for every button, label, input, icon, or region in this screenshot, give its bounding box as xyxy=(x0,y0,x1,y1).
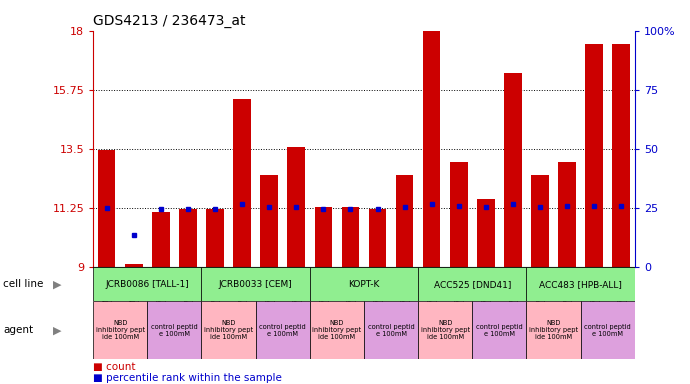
Bar xyxy=(423,31,440,267)
Bar xyxy=(310,267,418,301)
Text: control peptid
e 100mM: control peptid e 100mM xyxy=(151,324,198,337)
Bar xyxy=(125,264,143,267)
Bar xyxy=(179,209,197,267)
Bar xyxy=(477,199,495,267)
Text: agent: agent xyxy=(3,325,34,335)
Text: JCRB0033 [CEM]: JCRB0033 [CEM] xyxy=(219,280,293,289)
Text: ACC483 [HPB-ALL]: ACC483 [HPB-ALL] xyxy=(539,280,622,289)
Bar xyxy=(418,301,473,359)
Text: NBD
inhibitory pept
ide 100mM: NBD inhibitory pept ide 100mM xyxy=(204,320,253,340)
Bar xyxy=(256,301,310,359)
Bar xyxy=(396,175,413,267)
Bar xyxy=(531,175,549,267)
Bar xyxy=(526,301,581,359)
Bar xyxy=(310,301,364,359)
Text: control peptid
e 100mM: control peptid e 100mM xyxy=(476,324,523,337)
Text: ▶: ▶ xyxy=(53,325,61,335)
Text: NBD
inhibitory pept
ide 100mM: NBD inhibitory pept ide 100mM xyxy=(529,320,578,340)
Text: control peptid
e 100mM: control peptid e 100mM xyxy=(259,324,306,337)
Bar xyxy=(418,267,526,301)
Bar xyxy=(581,301,635,359)
Text: GDS4213 / 236473_at: GDS4213 / 236473_at xyxy=(93,14,246,28)
Bar xyxy=(206,209,224,267)
Text: control peptid
e 100mM: control peptid e 100mM xyxy=(584,324,631,337)
Bar xyxy=(152,212,170,267)
Bar xyxy=(233,99,251,267)
Text: ▶: ▶ xyxy=(53,279,61,289)
Bar xyxy=(315,207,332,267)
Bar xyxy=(288,147,305,267)
Text: NBD
inhibitory pept
ide 100mM: NBD inhibitory pept ide 100mM xyxy=(421,320,470,340)
Bar xyxy=(342,207,359,267)
Text: NBD
inhibitory pept
ide 100mM: NBD inhibitory pept ide 100mM xyxy=(96,320,145,340)
Bar xyxy=(98,150,115,267)
Bar xyxy=(201,301,256,359)
Text: JCRB0086 [TALL-1]: JCRB0086 [TALL-1] xyxy=(106,280,189,289)
Bar xyxy=(368,209,386,267)
Bar xyxy=(260,175,278,267)
Text: ■ count: ■ count xyxy=(93,361,136,372)
Bar xyxy=(201,267,310,301)
Bar xyxy=(93,267,201,301)
Bar xyxy=(613,44,630,267)
Bar xyxy=(504,73,522,267)
Bar xyxy=(93,301,148,359)
Bar xyxy=(473,301,526,359)
Text: KOPT-K: KOPT-K xyxy=(348,280,380,289)
Bar xyxy=(558,162,576,267)
Text: ACC525 [DND41]: ACC525 [DND41] xyxy=(433,280,511,289)
Text: NBD
inhibitory pept
ide 100mM: NBD inhibitory pept ide 100mM xyxy=(313,320,362,340)
Text: control peptid
e 100mM: control peptid e 100mM xyxy=(368,324,415,337)
Bar xyxy=(364,301,418,359)
Bar xyxy=(148,301,201,359)
Bar xyxy=(450,162,468,267)
Bar xyxy=(526,267,635,301)
Text: ■ percentile rank within the sample: ■ percentile rank within the sample xyxy=(93,373,282,383)
Bar xyxy=(585,44,603,267)
Text: cell line: cell line xyxy=(3,279,44,289)
